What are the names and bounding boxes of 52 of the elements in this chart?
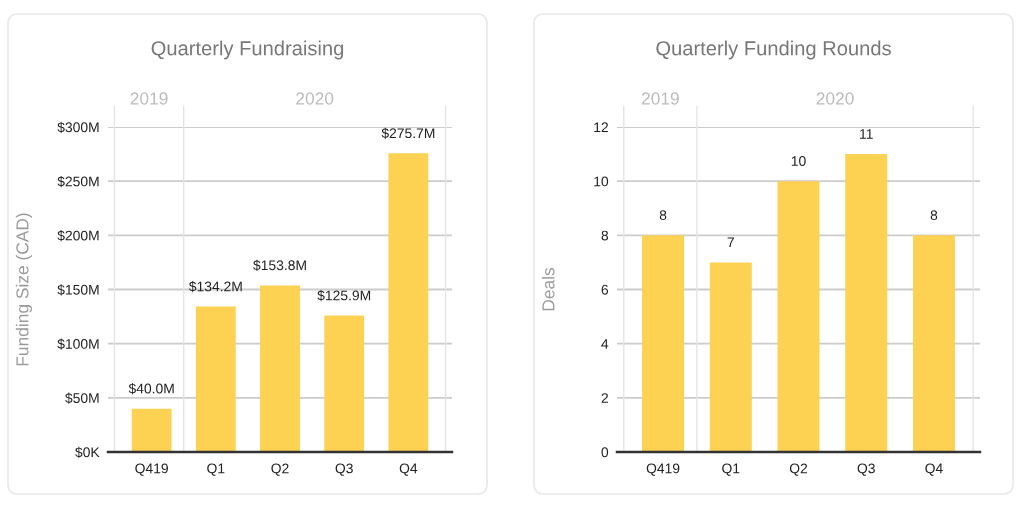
x-tick-label: Q1: [207, 463, 225, 476]
bar: [260, 285, 300, 452]
data-label: 8: [930, 210, 938, 221]
y-tick-label: 2: [601, 393, 608, 403]
data-label: $125.9M: [317, 289, 371, 302]
x-tick-label: Q3: [335, 463, 353, 476]
x-tick-label: Q4: [925, 463, 943, 476]
x-tick-label: Q419: [135, 463, 168, 476]
y-tick-label: 4: [601, 339, 609, 349]
text: 2019: [641, 92, 679, 105]
data-label: 11: [860, 129, 873, 139]
data-label: 7: [727, 237, 734, 248]
y-tick-label: $300M: [57, 121, 99, 133]
bar: [324, 315, 365, 452]
y-tick-label: $0K: [75, 446, 100, 458]
bar: [845, 154, 888, 452]
y-tick-label: $50M: [65, 392, 99, 404]
x-tick-label: Q4: [399, 463, 418, 476]
chart-title: Quarterly Funding Rounds: [656, 40, 891, 60]
x-tick-label: Q1: [722, 463, 740, 476]
text: 2020: [816, 92, 854, 105]
bar: [195, 306, 236, 452]
bar: [777, 181, 820, 452]
bar: [388, 153, 429, 452]
y-tick-label: $100M: [57, 338, 99, 350]
bar: [642, 235, 685, 452]
y-axis-title: Deals: [541, 267, 555, 311]
y-tick-label: $200M: [57, 230, 99, 242]
data-label: $153.8M: [253, 259, 306, 271]
text: 2020: [296, 92, 334, 105]
text: 2019: [130, 92, 168, 105]
chart-title: Quarterly Fundraising: [151, 40, 344, 60]
x-tick-label: Q3: [857, 463, 875, 476]
y-tick-label: $250M: [57, 175, 99, 188]
y-axis-title: Funding Size (CAD): [15, 213, 32, 366]
data-label: 10: [791, 156, 806, 166]
data-label: $275.7M: [381, 127, 435, 139]
x-tick-label: Q2: [789, 463, 808, 476]
data-label: $134.2M: [188, 280, 242, 293]
y-tick-label: 6: [601, 284, 609, 295]
y-tick-label: 12: [594, 122, 608, 133]
bar: [912, 235, 955, 452]
bar: [131, 408, 172, 452]
y-tick-label: $150M: [57, 284, 99, 296]
x-tick-label: Q419: [646, 463, 680, 476]
y-tick-label: 10: [594, 176, 609, 187]
y-tick-label: 0: [601, 447, 609, 458]
x-tick-label: Q2: [271, 463, 289, 476]
data-label: 8: [659, 210, 667, 221]
data-label: $40.0M: [128, 383, 174, 395]
y-tick-label: 8: [601, 230, 609, 241]
bar: [709, 262, 752, 452]
